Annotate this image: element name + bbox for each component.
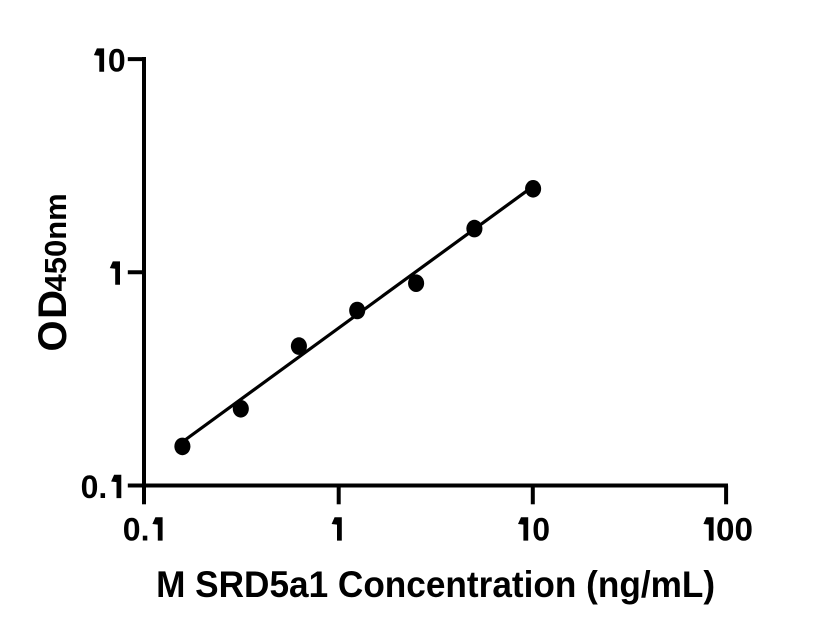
svg-text:M SRD5a1 Concentration (ng/mL): M SRD5a1 Concentration (ng/mL): [156, 563, 715, 605]
svg-text:0: 0: [108, 43, 126, 79]
svg-text:0: 0: [532, 512, 550, 548]
svg-text:OD450nm: OD450nm: [31, 193, 75, 351]
svg-text:00: 00: [716, 512, 753, 548]
svg-text:0.: 0.: [81, 469, 108, 505]
svg-text:0.: 0.: [123, 512, 150, 548]
